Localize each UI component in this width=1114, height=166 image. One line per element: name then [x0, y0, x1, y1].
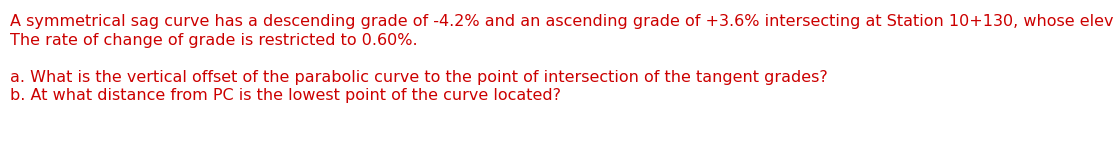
Text: A symmetrical sag curve has a descending grade of -4.2% and an ascending grade o: A symmetrical sag curve has a descending… — [10, 14, 1114, 29]
Text: a. What is the vertical offset of the parabolic curve to the point of intersecti: a. What is the vertical offset of the pa… — [10, 70, 828, 85]
Text: b. At what distance from PC is the lowest point of the curve located?: b. At what distance from PC is the lowes… — [10, 88, 561, 103]
Text: The rate of change of grade is restricted to 0.60%.: The rate of change of grade is restricte… — [10, 33, 418, 48]
